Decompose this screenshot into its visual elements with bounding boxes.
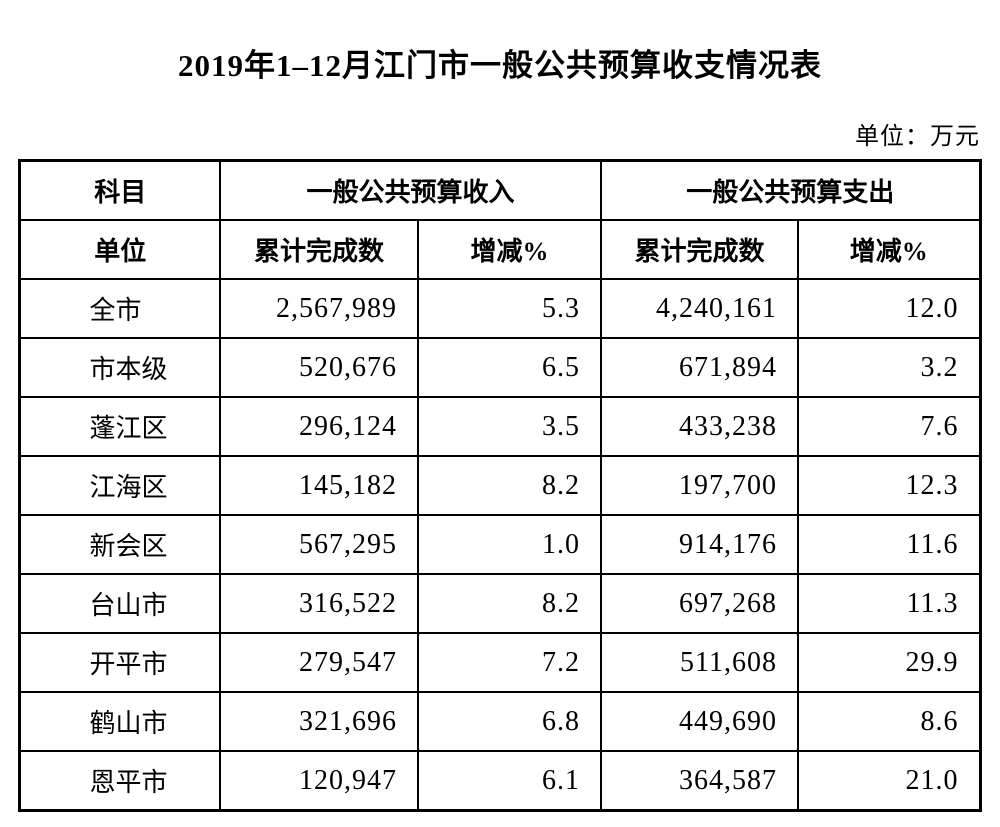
row-expenditure-change: 7.6 [796,396,982,458]
row-expenditure-change: 11.3 [796,573,982,635]
row-revenue: 296,124 [218,396,419,458]
header-row-groups: 科目 一般公共预算收入 一般公共预算支出 [18,159,982,222]
row-name: 开平市 [18,632,221,694]
row-revenue-change: 6.1 [416,750,603,812]
row-revenue: 2,567,989 [218,278,419,340]
header-revenue-change: 增减% [416,219,603,281]
header-expenditure-change: 增减% [796,219,982,281]
header-revenue-group: 一般公共预算收入 [218,159,603,222]
row-name: 江海区 [18,455,221,517]
row-revenue: 145,182 [218,455,419,517]
table-row: 新会区 567,295 1.0 914,176 11.6 [18,514,982,576]
row-revenue: 321,696 [218,691,419,753]
table-row: 开平市 279,547 7.2 511,608 29.9 [18,632,982,694]
row-revenue: 120,947 [218,750,419,812]
table-header: 科目 一般公共预算收入 一般公共预算支出 单位 累计完成数 增减% 累计完成数 … [18,159,982,281]
row-expenditure: 197,700 [600,455,799,517]
row-expenditure-change: 29.9 [796,632,982,694]
row-expenditure-change: 3.2 [796,337,982,399]
row-expenditure: 433,238 [600,396,799,458]
unit-note: 单位：万元 [855,124,980,151]
row-name: 台山市 [18,573,221,635]
row-expenditure: 4,240,161 [600,278,799,340]
row-revenue: 316,522 [218,573,419,635]
table-row: 台山市 316,522 8.2 697,268 11.3 [18,573,982,635]
header-unit: 单位 [18,219,221,281]
row-revenue-change: 8.2 [416,573,603,635]
header-revenue-cumulative: 累计完成数 [218,219,419,281]
table-body: 全市 2,567,989 5.3 4,240,161 12.0 市本级 520,… [18,278,982,812]
row-expenditure: 697,268 [600,573,799,635]
row-expenditure-change: 12.0 [796,278,982,340]
row-name: 市本级 [18,337,221,399]
header-expenditure-group: 一般公共预算支出 [599,159,982,222]
budget-table: 科目 一般公共预算收入 一般公共预算支出 单位 累计完成数 增减% 累计完成数 … [18,159,982,813]
row-name: 蓬江区 [18,396,221,458]
row-revenue: 279,547 [218,632,419,694]
row-expenditure-change: 11.6 [796,514,982,576]
row-expenditure: 449,690 [600,691,799,753]
row-expenditure-change: 8.6 [796,691,982,753]
row-expenditure: 671,894 [600,337,799,399]
row-revenue: 567,295 [218,514,419,576]
row-expenditure-change: 12.3 [796,455,982,517]
row-expenditure-change: 21.0 [796,750,982,812]
header-expenditure-cumulative: 累计完成数 [600,219,799,281]
row-revenue-change: 8.2 [416,455,603,517]
header-subject: 科目 [18,159,221,222]
table-row: 市本级 520,676 6.5 671,894 3.2 [18,337,982,399]
table-row: 全市 2,567,989 5.3 4,240,161 12.0 [18,278,982,340]
row-revenue: 520,676 [218,337,419,399]
row-name: 恩平市 [18,750,221,812]
header-row-columns: 单位 累计完成数 增减% 累计完成数 增减% [18,219,982,281]
row-expenditure: 914,176 [600,514,799,576]
row-name: 全市 [18,278,221,340]
row-revenue-change: 7.2 [416,632,603,694]
row-revenue-change: 6.8 [416,691,603,753]
row-name: 鹤山市 [18,691,221,753]
table-row: 江海区 145,182 8.2 197,700 12.3 [18,455,982,517]
row-revenue-change: 3.5 [416,396,603,458]
page-title: 2019年1–12月江门市一般公共预算收支情况表 [178,48,822,83]
row-revenue-change: 5.3 [416,278,603,340]
row-revenue-change: 1.0 [416,514,603,576]
row-expenditure: 364,587 [600,750,799,812]
table-row: 蓬江区 296,124 3.5 433,238 7.6 [18,396,982,458]
row-expenditure: 511,608 [600,632,799,694]
row-revenue-change: 6.5 [416,337,603,399]
table-row: 恩平市 120,947 6.1 364,587 21.0 [18,750,982,812]
table-row: 鹤山市 321,696 6.8 449,690 8.6 [18,691,982,753]
row-name: 新会区 [18,514,221,576]
